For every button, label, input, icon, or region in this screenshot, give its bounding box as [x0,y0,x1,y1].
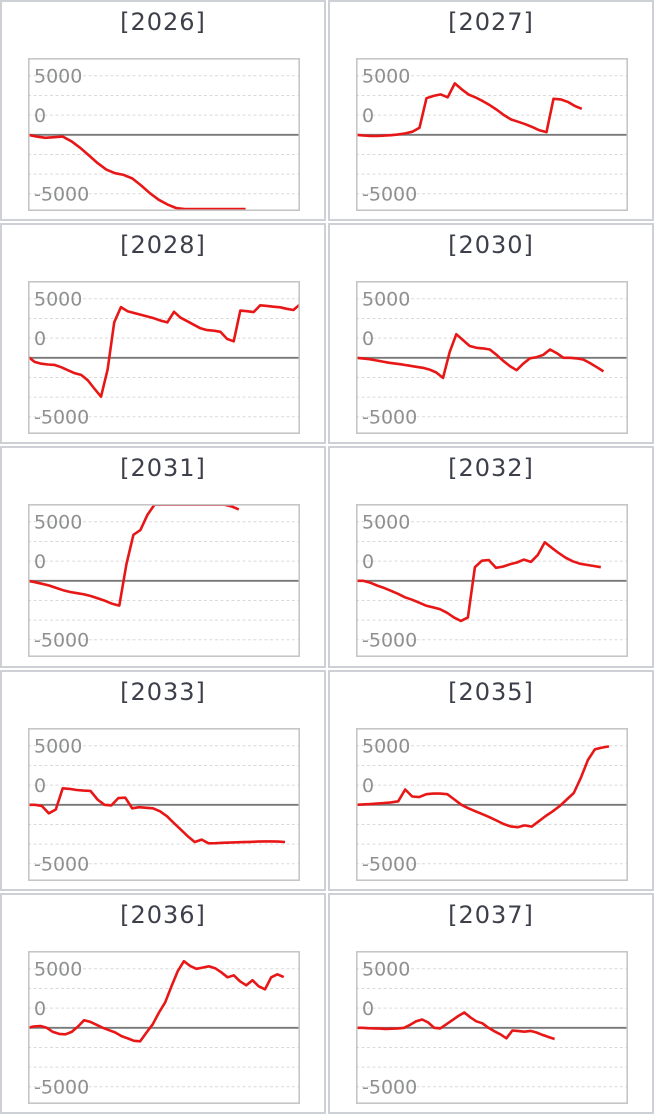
y-tick-label: 0 [362,998,374,1020]
y-tick-label: 5000 [34,66,82,88]
y-tick-label: 5000 [34,735,82,757]
chart-tile: [2030] 5000 0 -5000 [328,223,654,445]
series-line [28,959,285,1043]
line-chart-plot: 5000 0 -5000 [28,504,300,658]
y-tick-label: 0 [34,105,46,127]
series-line [28,303,300,399]
y-tick-label: -5000 [34,184,89,206]
y-tick-label: -5000 [362,407,417,429]
y-tick-label: -5000 [34,630,89,652]
y-tick-label: 5000 [362,66,410,88]
chart-tile: [2033] 5000 0 -5000 [0,669,326,891]
chart-title: [2026] [120,8,206,36]
chart-title: [2033] [120,677,206,706]
y-tick-label: 0 [34,328,46,350]
y-tick-label: 5000 [34,958,82,980]
series-line [28,786,286,845]
plot-border [28,58,300,211]
y-tick-label: -5000 [34,407,89,429]
line-chart-plot: 5000 0 -5000 [356,58,628,211]
line-chart-plot: 5000 0 -5000 [28,727,300,881]
y-tick-label: -5000 [362,184,417,206]
line-chart-plot: 5000 0 -5000 [356,727,628,881]
plot-border [356,58,628,211]
line-chart-plot: 5000 0 -5000 [356,504,628,658]
y-tick-label: 0 [362,774,374,796]
line-chart-plot: 5000 0 -5000 [356,950,628,1104]
plot-border [28,281,300,435]
y-tick-label: -5000 [34,853,89,875]
y-tick-label: 0 [362,105,374,127]
chart-title: [2036] [120,900,206,929]
chart-title: [2027] [448,8,534,36]
chart-title: [2030] [448,231,534,260]
chart-tile: [2037] 5000 0 -5000 [328,892,654,1114]
y-tick-label: 5000 [362,512,410,534]
plot-border [28,950,300,1104]
plot-border [28,504,300,658]
y-tick-label: -5000 [362,630,417,652]
plot-border [28,727,300,881]
chart-title: [2031] [120,454,206,483]
y-tick-label: 5000 [362,289,410,311]
chart-title: [2032] [448,454,534,483]
y-tick-label: 0 [362,328,374,350]
y-tick-label: 0 [362,551,374,573]
y-tick-label: -5000 [362,1076,417,1098]
plot-border [356,950,628,1104]
chart-title: [2037] [448,900,534,929]
y-tick-label: 5000 [362,735,410,757]
y-tick-label: 5000 [34,289,82,311]
plot-border [356,504,628,658]
y-tick-label: 0 [34,551,46,573]
line-chart-plot: 5000 0 -5000 [356,281,628,435]
chart-tile: [2027] 5000 0 -5000 [328,0,654,222]
chart-tile: [2028] 5000 0 -5000 [0,223,326,445]
line-chart-plot: 5000 0 -5000 [28,58,300,211]
plot-border [356,727,628,881]
series-line [356,1010,556,1041]
y-tick-label: 5000 [362,958,410,980]
series-line [356,744,610,829]
y-tick-label: -5000 [34,1076,89,1098]
y-tick-label: 0 [34,998,46,1020]
chart-tile: [2035] 5000 0 -5000 [328,669,654,891]
chart-tile: [2031] 5000 0 -5000 [0,446,326,668]
series-line [356,541,602,623]
chart-tile: [2026] 5000 0 -5000 [0,0,326,222]
series-line [356,333,605,380]
chart-tile: [2032] 5000 0 -5000 [328,446,654,668]
line-chart-plot: 5000 0 -5000 [28,950,300,1104]
series-line [356,82,583,138]
line-chart-plot: 5000 0 -5000 [28,281,300,435]
y-tick-label: 5000 [34,512,82,534]
chart-title: [2028] [120,231,206,260]
chart-tile: [2036] 5000 0 -5000 [0,892,326,1114]
series-line [28,133,246,211]
chart-title: [2035] [448,677,534,706]
y-tick-label: -5000 [362,853,417,875]
y-tick-label: 0 [34,774,46,796]
plot-border [356,281,628,435]
